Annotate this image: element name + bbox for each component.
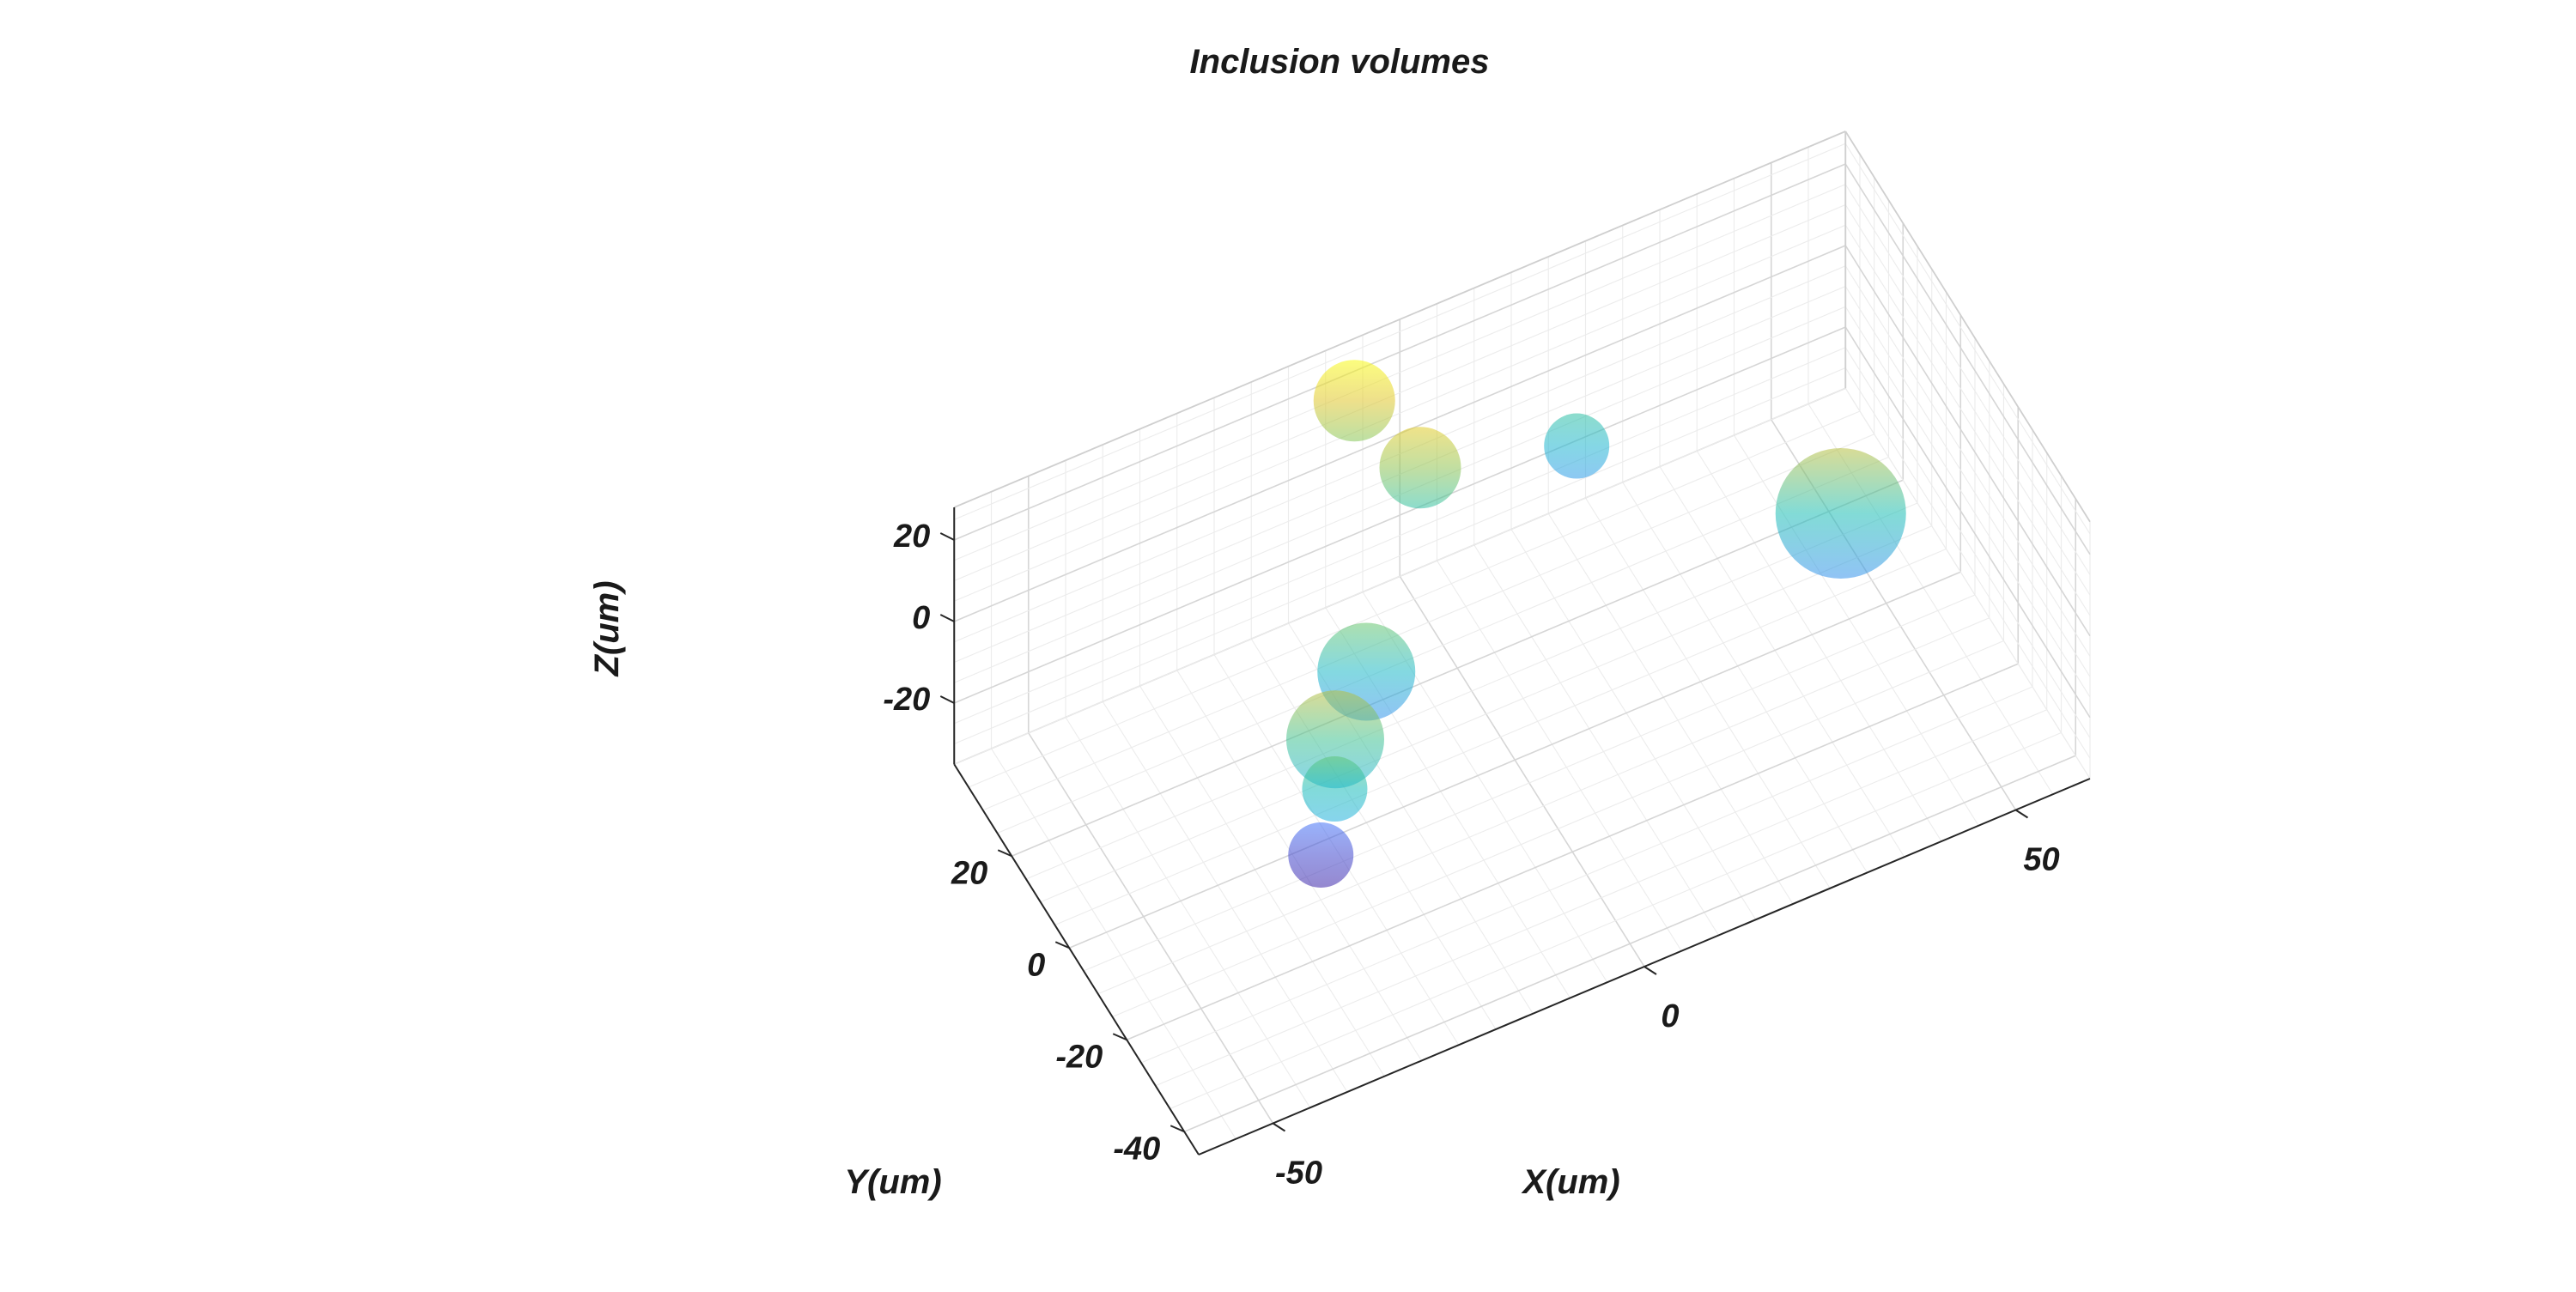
- grid-line: [982, 434, 1874, 811]
- y-tick: [1170, 1125, 1185, 1133]
- grid-line: [1510, 529, 1757, 920]
- tick-labels: -50 0 50 20 0 -20 -40 20 0 -20: [883, 519, 2059, 1192]
- grid-line: [991, 748, 1236, 1140]
- grid-line: [1155, 709, 2047, 1087]
- grid-line: [1140, 686, 2033, 1064]
- grid-line: [1659, 466, 1905, 858]
- grid-line: [1170, 731, 2062, 1110]
- grid-line: [997, 456, 1889, 834]
- grid-line: [1844, 306, 2091, 698]
- grid-line: [954, 387, 1846, 765]
- grid-line: [1844, 347, 2091, 738]
- z-tick: [939, 532, 955, 541]
- x-tick-label: 0: [1661, 998, 1679, 1034]
- axis-lines: [939, 507, 2091, 1156]
- grid-line: [1028, 732, 1274, 1124]
- grid-line: [1040, 525, 1932, 903]
- grid-line: [1112, 640, 2004, 1018]
- grid-line: [1622, 482, 1868, 873]
- x-tick: [1643, 966, 1657, 975]
- grid-line: [1844, 387, 2091, 779]
- grid-line: [1097, 617, 1990, 995]
- z-tick-label: -20: [883, 682, 930, 718]
- box-edge: [1844, 130, 2091, 523]
- x-tick: [2014, 809, 2029, 819]
- grid-line: [1734, 434, 1979, 827]
- grid-line: [1844, 245, 2091, 637]
- grid-line: [953, 163, 1846, 541]
- grid-line: [954, 367, 1846, 745]
- inclusion-sphere: [1286, 690, 1384, 789]
- grid-line: [1844, 163, 2091, 555]
- grid-line: [954, 184, 1846, 561]
- y-tick: [1054, 941, 1070, 949]
- grid-line: [1844, 367, 2091, 759]
- grid-line: [1126, 663, 2019, 1040]
- y-axis-label: Y(um): [844, 1163, 941, 1201]
- grid-line: [954, 143, 1846, 520]
- z-tick: [939, 695, 955, 704]
- grid-line: [1547, 513, 1794, 905]
- grid-line: [1844, 184, 2091, 575]
- inclusion-sphere: [1379, 427, 1461, 509]
- x-tick-label: 50: [2023, 842, 2059, 878]
- inclusion-sphere: [1288, 822, 1354, 888]
- grid-line: [1844, 224, 2091, 616]
- grid-line: [1054, 548, 1947, 926]
- grid-line: [1102, 701, 1348, 1093]
- inclusion-sphere: [1302, 756, 1368, 822]
- z-tick-label: 20: [893, 519, 930, 555]
- chart-title: Inclusion volumes: [1190, 43, 1490, 81]
- y-tick-label: -20: [1055, 1039, 1103, 1075]
- z-tick-label: 0: [912, 600, 930, 636]
- grid-line: [1437, 560, 1682, 952]
- grid-line: [1399, 575, 1645, 967]
- grid-line: [1011, 479, 1904, 857]
- grid-line: [1065, 717, 1311, 1108]
- grid-line: [1844, 143, 2091, 535]
- grid-line: [1473, 544, 1719, 936]
- grid-line: [1844, 265, 2091, 657]
- grid-line: [954, 347, 1846, 725]
- y-tick-label: 0: [1027, 947, 1045, 983]
- y-axis-line: [953, 763, 1200, 1156]
- grid-line: [954, 203, 1846, 582]
- y-tick: [1112, 1033, 1127, 1041]
- grid-line: [1696, 450, 1942, 842]
- grid-line: [1139, 685, 1385, 1077]
- y-tick-label: 20: [951, 855, 987, 891]
- grid-line: [1068, 571, 1961, 949]
- box-edge: [953, 130, 1846, 508]
- grid-line: [1250, 638, 1497, 1030]
- y-tick: [997, 849, 1012, 858]
- inclusion-spheres: [1286, 360, 1906, 888]
- y-tick-label: -40: [1113, 1131, 1160, 1167]
- x-tick-label: -50: [1275, 1156, 1322, 1192]
- grid-line: [1183, 755, 2076, 1132]
- grid-line: [1844, 286, 2091, 677]
- grid-line: [954, 224, 1846, 602]
- grid-line: [1844, 326, 2091, 719]
- grid-line: [1585, 497, 1831, 889]
- z-axis-label: Z(um): [588, 580, 626, 676]
- grid-lines: [953, 130, 2091, 1156]
- inclusion-sphere: [1775, 448, 1906, 579]
- grid-line: [953, 326, 1846, 704]
- grid-line: [1844, 204, 2091, 596]
- inclusion-sphere: [1544, 413, 1610, 479]
- x-tick: [1272, 1122, 1286, 1132]
- grid-line: [1083, 594, 1976, 972]
- inclusion-sphere: [1313, 360, 1395, 442]
- z-tick: [939, 614, 955, 622]
- grid-line: [968, 410, 1861, 788]
- grid-line: [1025, 502, 1918, 880]
- x-axis-label: X(um): [1521, 1163, 1619, 1201]
